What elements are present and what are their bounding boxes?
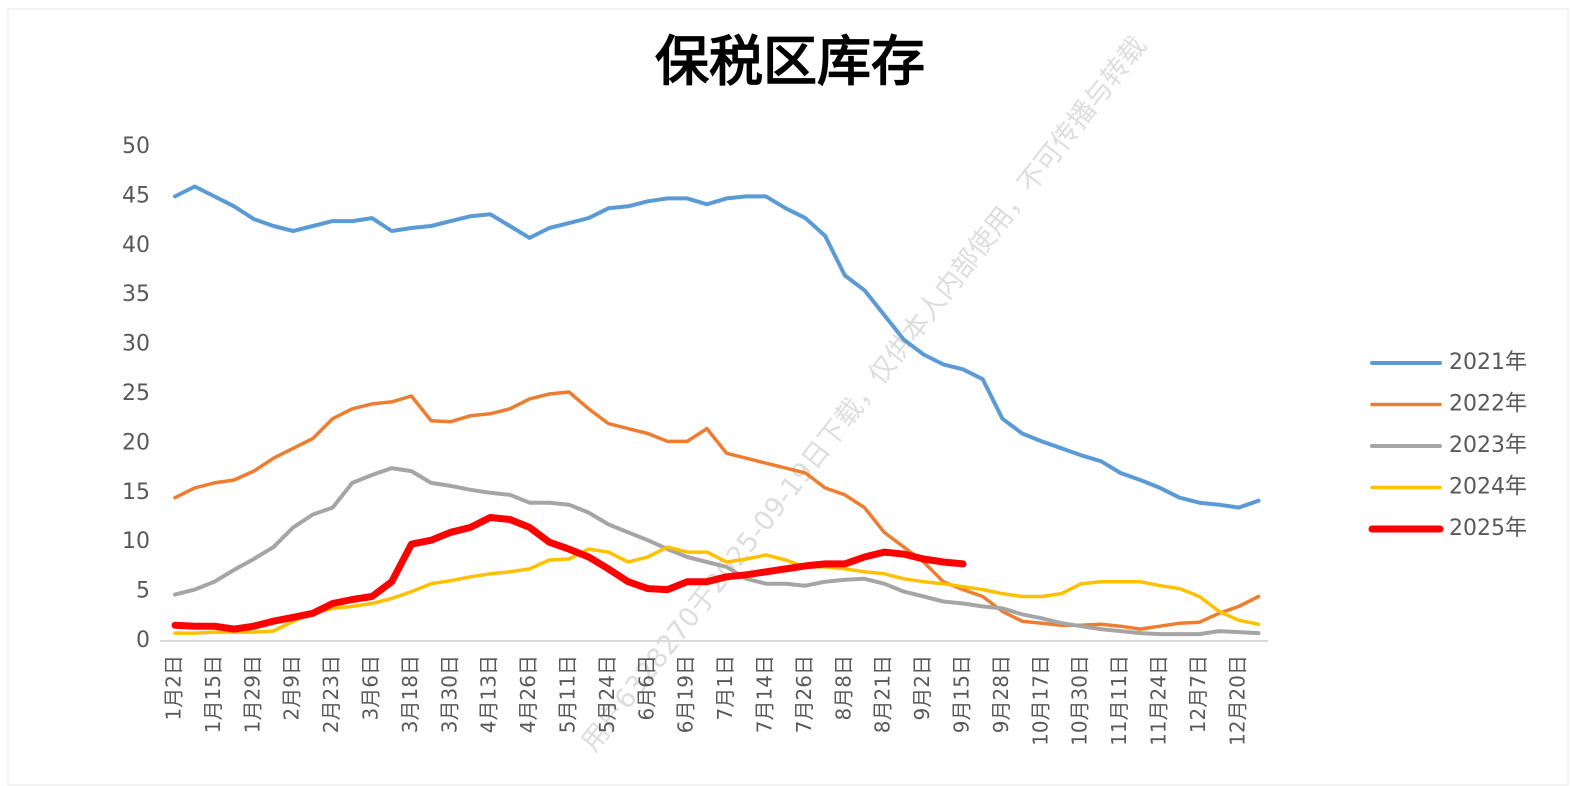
x-tick-label: 5月24日 [595,655,619,733]
x-tick-label: 6月19日 [674,655,698,733]
y-tick-label: 50 [122,134,150,159]
series-line [171,514,967,633]
x-tick-label: 8月8日 [831,655,855,720]
x-tick-label: 12月7日 [1186,655,1210,733]
y-tick-label: 40 [122,233,150,258]
x-tick-label: 4月26日 [516,655,540,733]
x-tick-label: 2月9日 [280,655,304,720]
chart-frame [7,8,1569,786]
x-tick-label: 3月6日 [359,655,383,720]
y-tick-label: 25 [122,381,150,406]
x-tick-label: 1月2日 [162,655,186,720]
y-tick-label: 30 [122,332,150,357]
x-tick-label: 3月18日 [398,655,422,733]
x-tick-label: 12月20日 [1225,655,1249,746]
y-tick-label: 10 [122,529,150,554]
x-tick-label: 5月11日 [556,655,580,733]
x-tick-label: 1月15日 [201,655,225,733]
legend-label: 2024年 [1449,475,1527,500]
x-tick-label: 10月17日 [1028,655,1052,746]
x-tick-label: 11月11日 [1107,655,1131,746]
x-tick-label: 11月24日 [1147,655,1171,746]
series-line [173,184,1261,510]
series-line [173,545,1261,635]
x-tick-label: 3月30日 [437,655,461,733]
y-tick-label: 5 [136,579,150,604]
x-tick-label: 4月13日 [477,655,501,733]
x-tick-label: 6月6日 [634,655,658,720]
x-tick-label: 2月23日 [319,655,343,733]
legend-label: 2022年 [1449,392,1527,417]
y-tick-label: 20 [122,430,150,455]
y-tick-label: 45 [122,183,150,208]
chart-title: 保税区库存 [655,29,925,93]
legend-label: 2025年 [1449,516,1527,541]
x-tick-label: 9月15日 [950,655,974,733]
y-tick-label: 15 [122,480,150,505]
x-tick-label: 9月28日 [989,655,1013,733]
legend-label: 2023年 [1449,433,1527,458]
y-tick-label: 0 [136,628,150,653]
x-tick-label: 7月1日 [713,655,737,720]
y-tick-label: 35 [122,282,150,307]
x-tick-label: 9月2日 [910,655,934,720]
x-tick-label: 8月21日 [871,655,895,733]
series-line [173,466,1261,637]
x-tick-label: 7月14日 [753,655,777,733]
x-tick-label: 10月30日 [1068,655,1092,746]
legend-label: 2021年 [1449,350,1527,375]
x-tick-label: 7月26日 [792,655,816,733]
x-tick-label: 1月29日 [240,655,264,733]
